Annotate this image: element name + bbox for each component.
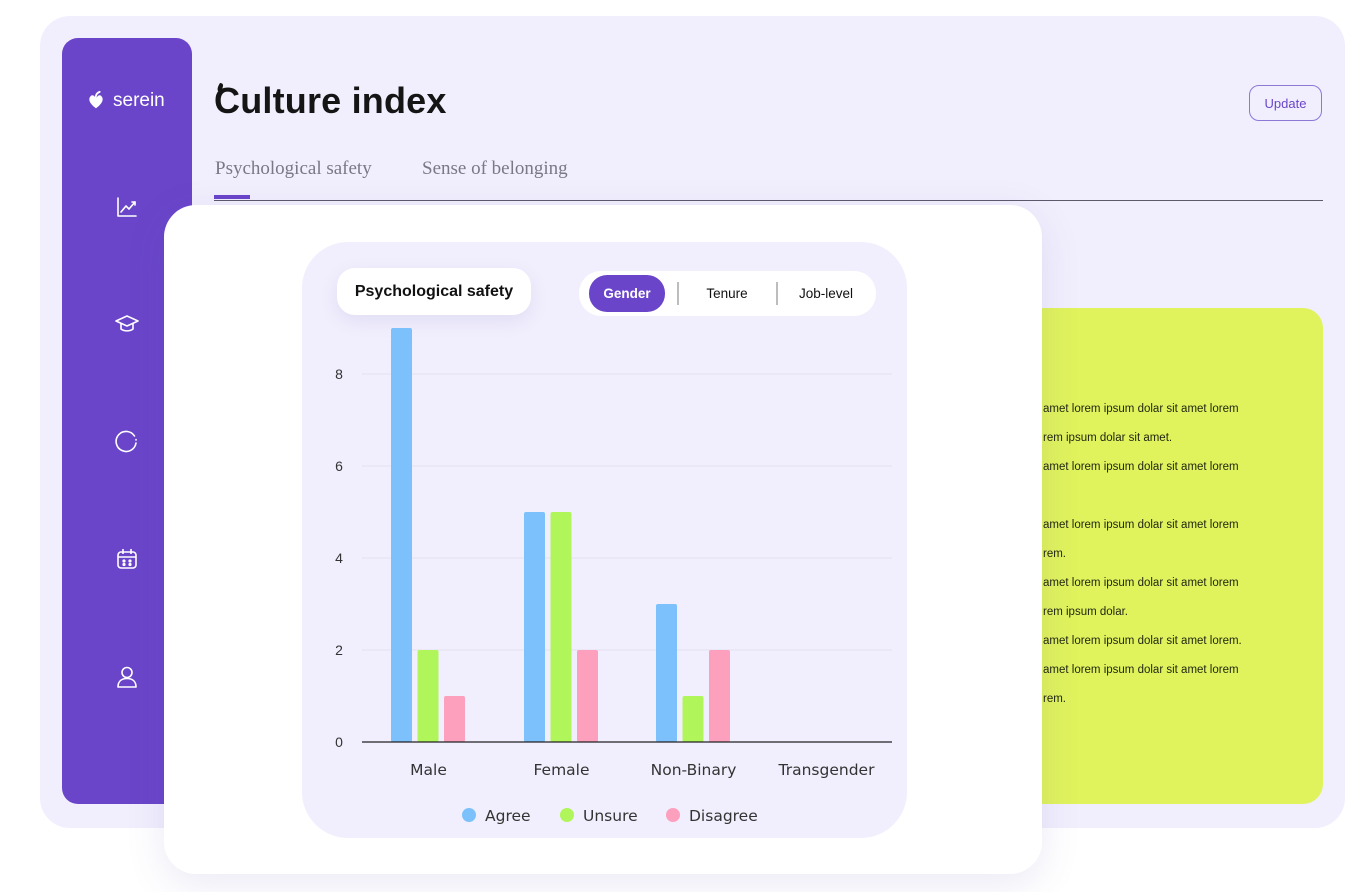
brand-logo[interactable]: serein bbox=[85, 90, 165, 112]
insight-line: amet lorem ipsum dolar sit amet lorem bbox=[1043, 461, 1239, 473]
active-tab-indicator bbox=[214, 195, 250, 199]
segment-divider bbox=[776, 282, 778, 305]
chart-title: Psychological safety bbox=[337, 268, 531, 315]
title-accent-icon bbox=[217, 83, 224, 92]
segment-divider bbox=[677, 282, 679, 305]
graduation-cap-icon bbox=[115, 315, 139, 332]
tab-sense-of-belonging[interactable]: Sense of belonging bbox=[422, 158, 568, 179]
group-by-segmented-control: Gender Tenure Job-level bbox=[579, 271, 876, 316]
sidebar-item-profile[interactable] bbox=[114, 664, 140, 690]
insight-line: rem ipsum dolar sit amet. bbox=[1043, 432, 1173, 444]
segment-job-level-button[interactable]: Job-level bbox=[783, 275, 869, 312]
insight-line: amet lorem ipsum dolar sit amet lorem bbox=[1043, 403, 1239, 415]
insight-line: rem ipsum dolar. bbox=[1043, 606, 1129, 618]
segment-tenure-button[interactable]: Tenure bbox=[685, 275, 769, 312]
insight-line: amet lorem ipsum dolar sit amet lorem. bbox=[1043, 635, 1242, 647]
insight-line: rem. bbox=[1043, 548, 1066, 560]
update-button[interactable]: Update bbox=[1249, 85, 1322, 121]
tab-bar: Psychological safety Sense of belonging bbox=[214, 158, 1323, 201]
brand-name: serein bbox=[113, 90, 165, 111]
tab-psychological-safety[interactable]: Psychological safety bbox=[215, 158, 372, 179]
user-icon bbox=[117, 666, 137, 688]
insight-line: rem. bbox=[1043, 693, 1066, 705]
calendar-icon bbox=[117, 549, 137, 569]
page-title: Culture index bbox=[214, 80, 447, 121]
sidebar-item-calendar[interactable] bbox=[114, 546, 140, 572]
chart-panel bbox=[302, 242, 907, 838]
circle-loading-icon bbox=[115, 430, 137, 453]
chart-line-icon bbox=[117, 197, 137, 217]
insight-line: amet lorem ipsum dolar sit amet lorem bbox=[1043, 664, 1239, 676]
serein-logo-icon bbox=[89, 90, 103, 109]
sidebar-item-insights[interactable] bbox=[114, 194, 140, 220]
insight-card: amet lorem ipsum dolar sit amet lorem re… bbox=[1000, 308, 1323, 804]
insight-line: amet lorem ipsum dolar sit amet lorem bbox=[1043, 519, 1239, 531]
sidebar-item-progress[interactable] bbox=[114, 428, 140, 454]
sidebar-item-learning[interactable] bbox=[114, 310, 140, 336]
segment-gender-button[interactable]: Gender bbox=[589, 275, 665, 312]
insight-line: amet lorem ipsum dolar sit amet lorem bbox=[1043, 577, 1239, 589]
